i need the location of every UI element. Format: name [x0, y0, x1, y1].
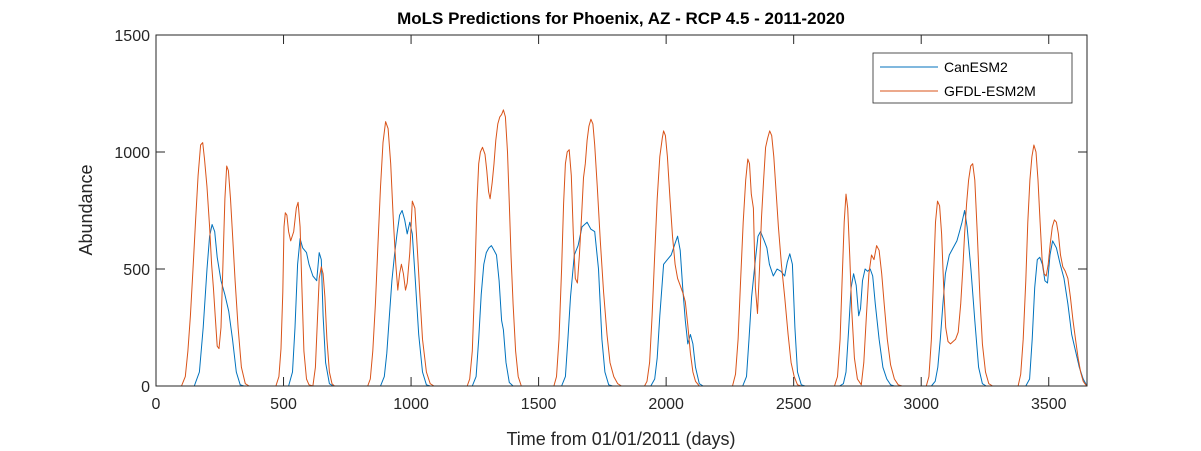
x-tick-label: 2500	[776, 396, 812, 413]
y-tick-label: 1500	[114, 28, 150, 45]
y-tick-label: 0	[141, 379, 150, 396]
x-tick-label: 3000	[903, 396, 939, 413]
plot-area	[156, 109, 1088, 387]
series-line-canesm2	[156, 210, 1088, 387]
x-tick-label: 500	[270, 396, 297, 413]
chart-title: MoLS Predictions for Phoenix, AZ - RCP 4…	[397, 9, 845, 28]
legend-label-canesm2: CanESM2	[944, 59, 1008, 75]
series-line-gfdl-esm2m	[156, 109, 1088, 387]
legend-box	[872, 52, 1073, 104]
y-axis-label: Abundance	[76, 164, 96, 255]
x-tick-label: 1500	[521, 396, 557, 413]
x-tick-label: 2000	[648, 396, 684, 413]
legend: CanESM2 GFDL-ESM2M	[872, 52, 1073, 104]
legend-label-gfdl-esm2m: GFDL-ESM2M	[944, 83, 1036, 99]
y-tick-label: 1000	[114, 145, 150, 162]
axes-box	[155, 34, 1088, 387]
x-axis-label: Time from 01/01/2011 (days)	[506, 429, 735, 449]
x-tick-label: 1000	[393, 396, 429, 413]
axis-ticks: 0 500 1000 1500 2000 2500 3000 3500 0 500 1000 1500	[114, 28, 1087, 413]
y-tick-label: 500	[123, 262, 150, 279]
x-tick-label: 3500	[1031, 396, 1067, 413]
x-tick-label: 0	[152, 396, 161, 413]
